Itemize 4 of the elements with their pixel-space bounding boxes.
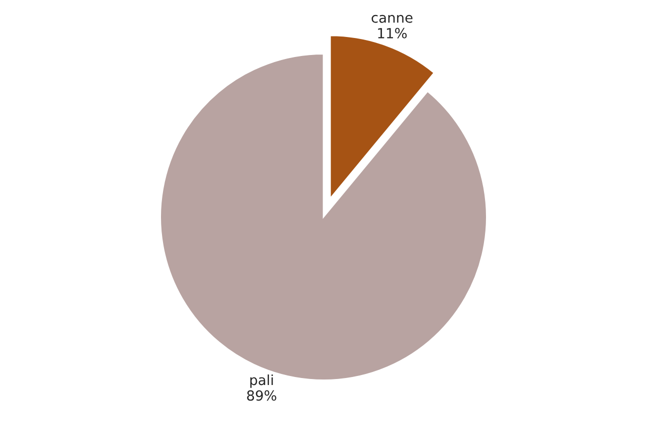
data-label: 11% bbox=[378, 28, 407, 38]
slice-label: pali bbox=[250, 374, 273, 388]
data-label: 89% bbox=[247, 390, 276, 401]
slice-label: canne bbox=[372, 14, 412, 23]
